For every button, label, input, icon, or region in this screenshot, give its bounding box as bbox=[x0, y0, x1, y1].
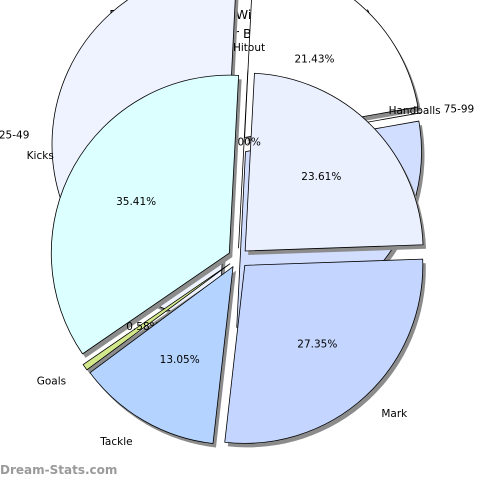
slice-goals bbox=[82, 263, 231, 371]
slice-hitout bbox=[238, 69, 249, 249]
watermark: Dream-Stats.com bbox=[0, 463, 117, 477]
value-label-tackle: 13.05% bbox=[160, 354, 200, 366]
value-label-mark: 27.35% bbox=[297, 339, 337, 351]
category-label-25-49: 25-49 bbox=[0, 130, 29, 142]
slice-kicks bbox=[50, 74, 240, 355]
slice-handballs bbox=[244, 72, 424, 252]
category-label-kicks: Kicks bbox=[27, 150, 54, 162]
category-label-handballs: Handballs bbox=[389, 105, 441, 117]
slice-tackle bbox=[89, 266, 234, 444]
category-label-goals: Goals bbox=[37, 376, 66, 388]
front-pie: 23.61%Handballs0.00%Hitout35.41%Kicks0.5… bbox=[27, 42, 441, 448]
slice-mark bbox=[224, 258, 424, 444]
value-label-handballs: 23.61% bbox=[301, 171, 341, 183]
category-label-hitout: Hitout bbox=[233, 42, 265, 54]
category-label-tackle: Tackle bbox=[99, 436, 132, 448]
slice-shadow-75-99 bbox=[250, 116, 425, 148]
value-label-kicks: 35.41% bbox=[116, 196, 156, 208]
category-label-75-99: 75-99 bbox=[444, 104, 475, 116]
value-label-0-24: 21.43% bbox=[294, 53, 334, 65]
category-label-mark: Mark bbox=[381, 408, 408, 420]
